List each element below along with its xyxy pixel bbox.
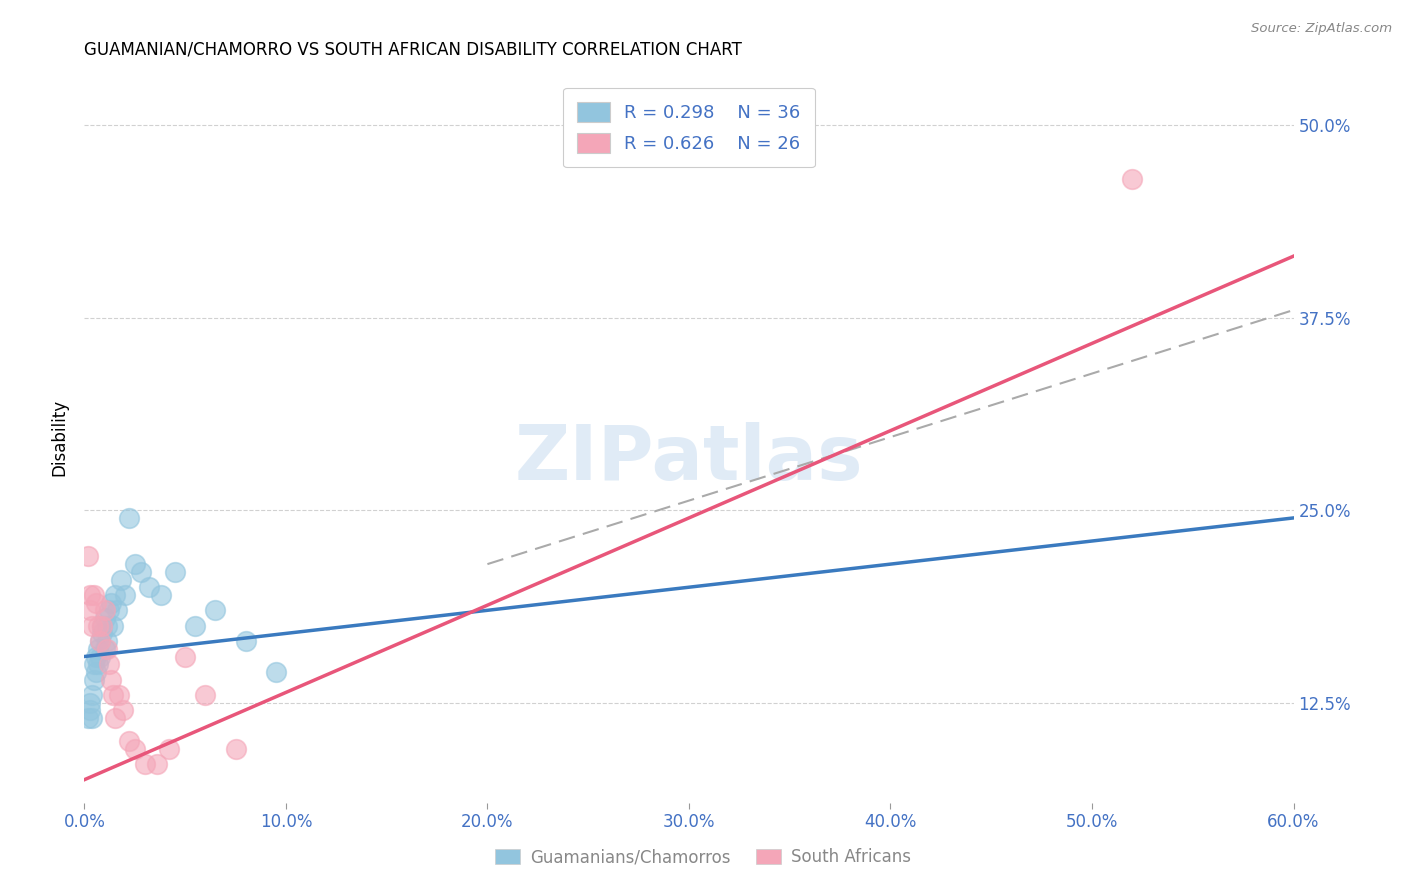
Point <box>100 596 122 610</box>
Point <box>89 649 111 664</box>
Point <box>96 618 118 632</box>
Point <box>86 596 108 610</box>
Point <box>118 734 141 748</box>
Point <box>79 703 101 717</box>
Legend: R = 0.298    N = 36, R = 0.626    N = 26: R = 0.298 N = 36, R = 0.626 N = 26 <box>562 87 815 167</box>
Point <box>146 757 169 772</box>
Point <box>111 703 134 717</box>
Point <box>194 688 217 702</box>
Point <box>93 603 115 617</box>
Point <box>91 618 114 632</box>
Point <box>124 742 146 756</box>
Point <box>86 665 108 679</box>
Legend: Guamanians/Chamorros, South Africans: Guamanians/Chamorros, South Africans <box>486 840 920 875</box>
Point <box>101 688 124 702</box>
Point <box>77 711 100 725</box>
Point <box>157 742 180 756</box>
Point <box>96 641 118 656</box>
Point <box>79 603 101 617</box>
Point <box>89 634 111 648</box>
Point <box>129 565 152 579</box>
Point <box>114 588 136 602</box>
Point <box>96 634 118 648</box>
Point <box>77 549 100 564</box>
Point <box>79 696 101 710</box>
Point <box>204 603 226 617</box>
Point <box>104 588 127 602</box>
Point <box>264 665 287 679</box>
Point <box>89 634 111 648</box>
Point <box>97 603 120 617</box>
Point <box>100 673 122 687</box>
Point <box>97 657 120 672</box>
Point <box>174 649 197 664</box>
Y-axis label: Disability: Disability <box>51 399 69 475</box>
Point <box>104 711 127 725</box>
Point <box>1121 172 1143 186</box>
Point <box>83 673 105 687</box>
Point <box>82 618 104 632</box>
Point <box>134 757 156 772</box>
Point <box>79 588 101 602</box>
Point <box>82 711 104 725</box>
Point <box>225 742 247 756</box>
Point <box>83 657 105 672</box>
Point <box>124 557 146 571</box>
Point <box>87 657 110 672</box>
Point <box>91 626 114 640</box>
Point <box>82 688 104 702</box>
Text: Source: ZipAtlas.com: Source: ZipAtlas.com <box>1251 22 1392 36</box>
Point <box>93 641 115 656</box>
Point <box>87 618 110 632</box>
Point <box>235 634 257 648</box>
Point <box>91 618 114 632</box>
Point <box>149 588 172 602</box>
Point <box>138 580 160 594</box>
Point <box>93 611 115 625</box>
Point <box>86 649 108 664</box>
Point <box>101 618 124 632</box>
Point <box>83 588 105 602</box>
Point <box>110 573 132 587</box>
Text: ZIPatlas: ZIPatlas <box>515 422 863 496</box>
Point <box>165 565 187 579</box>
Point <box>184 618 207 632</box>
Point <box>87 641 110 656</box>
Point <box>105 603 128 617</box>
Text: GUAMANIAN/CHAMORRO VS SOUTH AFRICAN DISABILITY CORRELATION CHART: GUAMANIAN/CHAMORRO VS SOUTH AFRICAN DISA… <box>84 41 742 59</box>
Point <box>118 511 141 525</box>
Point <box>107 688 129 702</box>
